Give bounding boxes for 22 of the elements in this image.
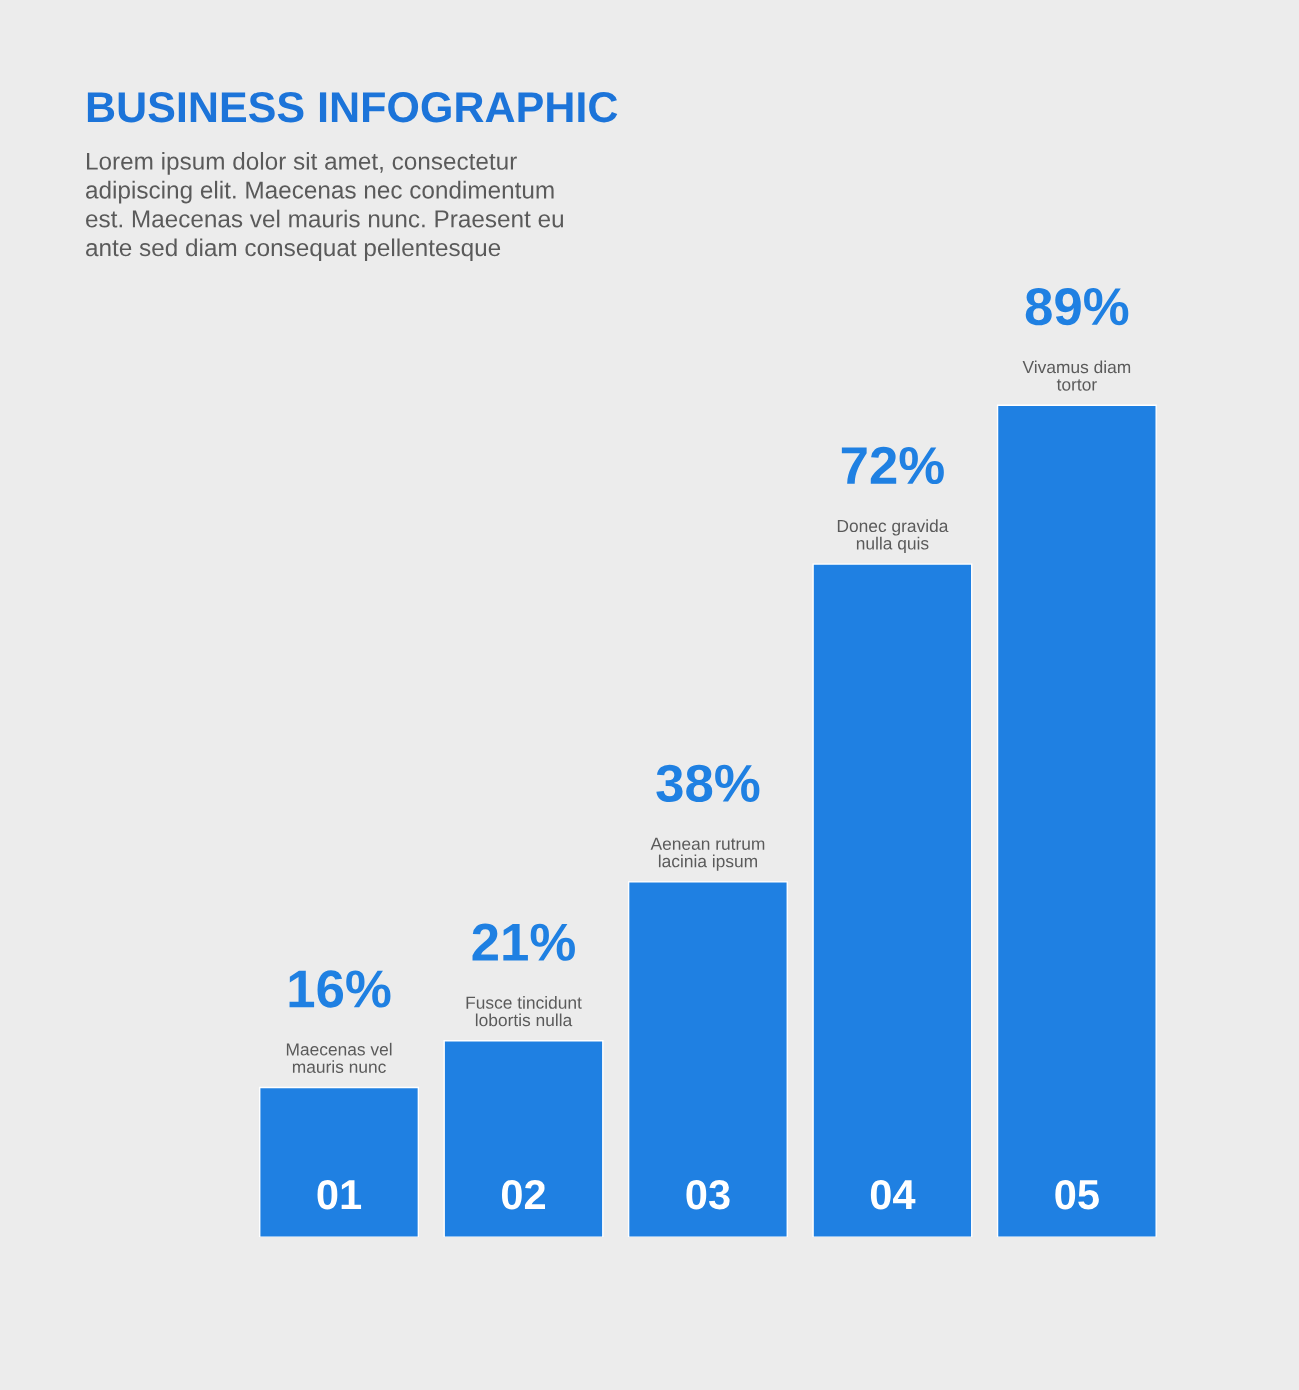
annotation: Aenean rutrum lacinia ipsum: [650, 837, 765, 871]
annotation: Vivamus diam tortor: [1022, 360, 1131, 391]
x-tick-label: 02: [501, 1179, 545, 1210]
x-tick-label: 01: [317, 1179, 362, 1210]
data-label: 21%: [472, 923, 575, 961]
chart-title: BUSINESS INFOGRAPHIC: [87, 91, 618, 123]
x-tick-label: 05: [1055, 1179, 1099, 1210]
bar: [812, 563, 973, 1238]
annotation: Maecenas vel mauris nunc: [286, 1042, 392, 1073]
data-label: 89%: [1025, 287, 1129, 326]
bar: [443, 1040, 604, 1238]
bar: [996, 404, 1157, 1238]
bar: [627, 881, 788, 1238]
annotation: Donec gravida nulla quis: [837, 519, 949, 553]
data-label: 16%: [289, 970, 391, 1008]
data-label: 72%: [841, 446, 944, 485]
data-label: 38%: [656, 764, 760, 803]
x-tick-label: 03: [686, 1179, 730, 1210]
x-tick-label: 04: [870, 1179, 916, 1210]
annotation: Fusce tincidunt lobortis nulla: [466, 996, 582, 1027]
chart-subtitle: Lorem ipsum dolor sit amet, consectetur adipiscing elit. Maecenas nec condimentum est. Maecenas vel mauris nunc. Praesent eu ante sed diam consequat pellentesque: [86, 152, 563, 262]
bar: [259, 1086, 420, 1238]
